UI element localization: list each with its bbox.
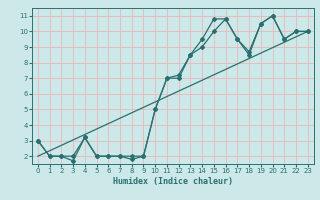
X-axis label: Humidex (Indice chaleur): Humidex (Indice chaleur) — [113, 177, 233, 186]
